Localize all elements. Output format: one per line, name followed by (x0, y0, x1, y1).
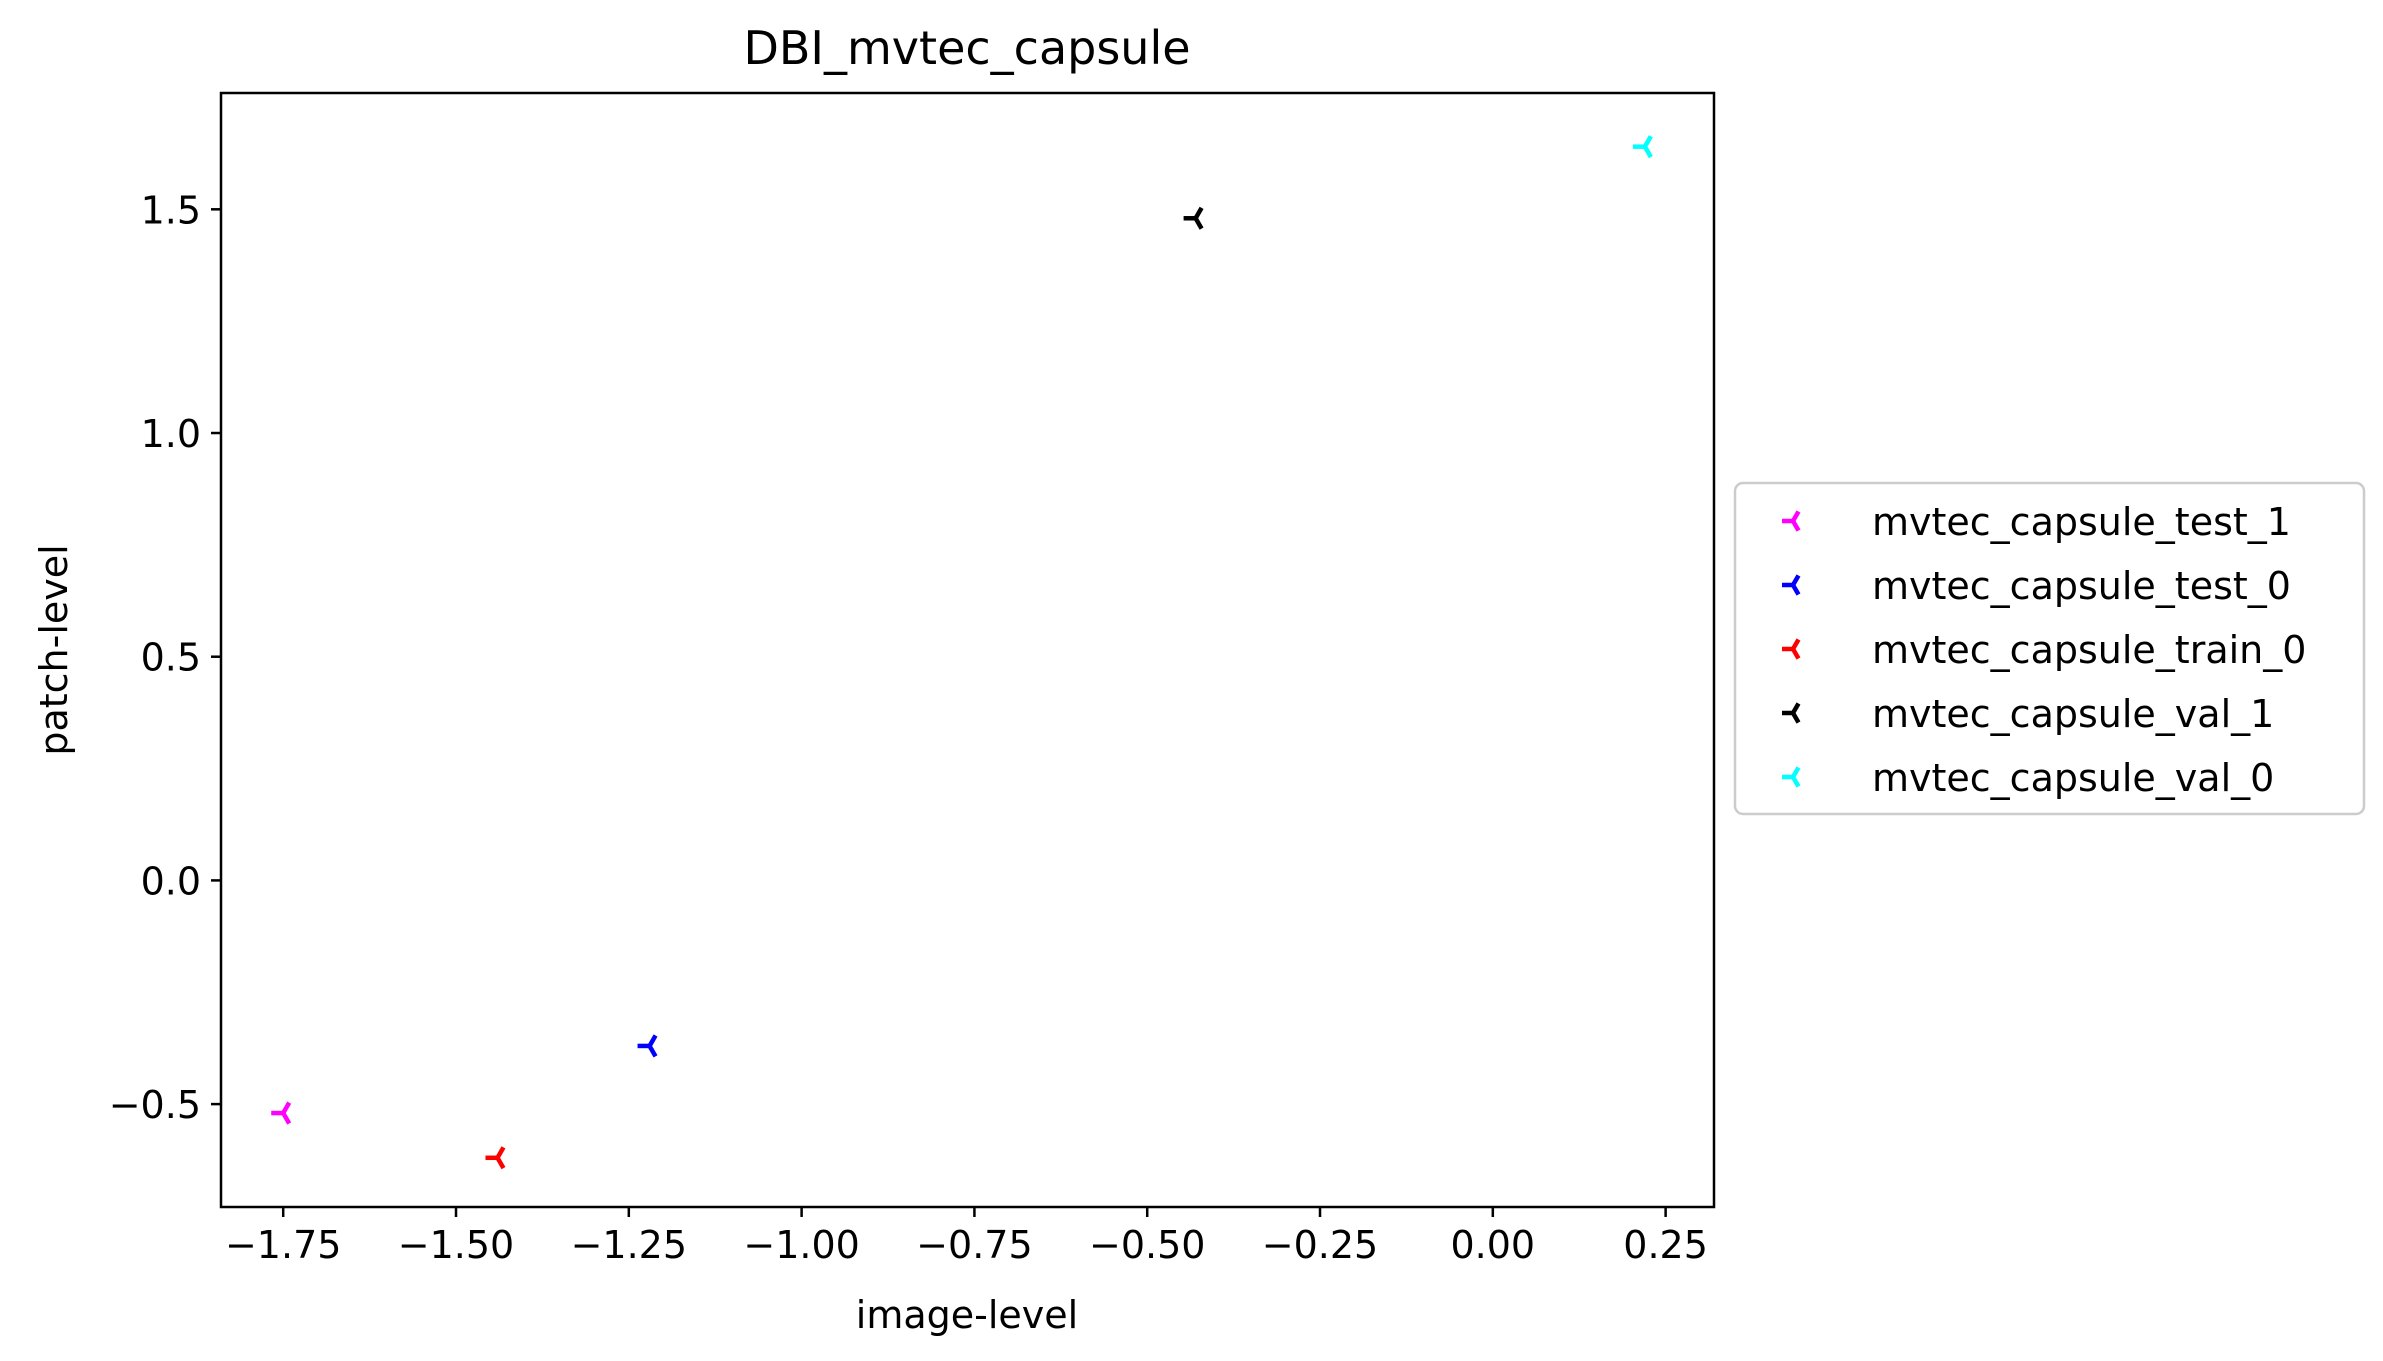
legend: mvtec_capsule_test_1 mvtec_capsule_test_0… (1733, 481, 2366, 816)
x-tick-label: −1.75 (225, 1223, 341, 1267)
data-point-mvtec_capsule_train_0 (485, 1146, 506, 1170)
data-point-mvtec_capsule_test_0 (637, 1034, 658, 1058)
legend-marker-mvtec_capsule_train_0 (1782, 638, 1801, 660)
x-tick-label: −1.50 (398, 1223, 514, 1267)
y-axis-label: patch-level (32, 544, 76, 755)
x-axis-label: image-level (856, 1293, 1078, 1337)
legend-label: mvtec_capsule_val_1 (1872, 692, 2274, 736)
x-tick-label: −1.00 (743, 1223, 859, 1267)
chart-title: DBI_mvtec_capsule (743, 21, 1190, 75)
data-point-mvtec_capsule_val_0 (1632, 135, 1653, 159)
x-tick-label: 0.00 (1451, 1223, 1536, 1267)
x-tick-label: −1.25 (571, 1223, 687, 1267)
plot-area-frame (219, 91, 1716, 1209)
legend-marker-mvtec_capsule_val_1 (1782, 702, 1801, 724)
y-tick-label: 0.5 (141, 636, 201, 680)
legend-marker-mvtec_capsule_test_1 (1782, 510, 1801, 532)
legend-marker-mvtec_capsule_val_0 (1782, 766, 1801, 788)
legend-frame (1733, 481, 2366, 816)
y-tick-label: 1.0 (141, 412, 201, 456)
data-points (271, 135, 1653, 1170)
x-axis-ticks: −1.75 −1.50 −1.25 −1.00 −0.75 −0.50 −0.25 0.00 0… (225, 1207, 1708, 1267)
legend-label: mvtec_capsule_test_1 (1872, 500, 2291, 544)
legend-label: mvtec_capsule_test_0 (1872, 564, 2291, 608)
legend-marker-mvtec_capsule_test_0 (1782, 574, 1801, 596)
y-tick-label: −0.5 (109, 1083, 201, 1127)
data-point-mvtec_capsule_test_1 (271, 1101, 292, 1125)
x-tick-label: −0.25 (1262, 1223, 1378, 1267)
x-tick-label: 0.25 (1623, 1223, 1708, 1267)
y-tick-label: 0.0 (141, 859, 201, 903)
legend-label: mvtec_capsule_val_0 (1872, 756, 2274, 800)
x-tick-label: −0.75 (916, 1223, 1032, 1267)
y-tick-label: 1.5 (141, 188, 201, 232)
data-point-mvtec_capsule_val_1 (1183, 206, 1204, 230)
x-tick-label: −0.50 (1089, 1223, 1205, 1267)
legend-items: mvtec_capsule_test_1 mvtec_capsule_test_0… (1782, 500, 2306, 800)
legend-label: mvtec_capsule_train_0 (1872, 628, 2306, 672)
y-axis-ticks: −0.5 0.0 0.5 1.0 1.5 (109, 188, 221, 1127)
